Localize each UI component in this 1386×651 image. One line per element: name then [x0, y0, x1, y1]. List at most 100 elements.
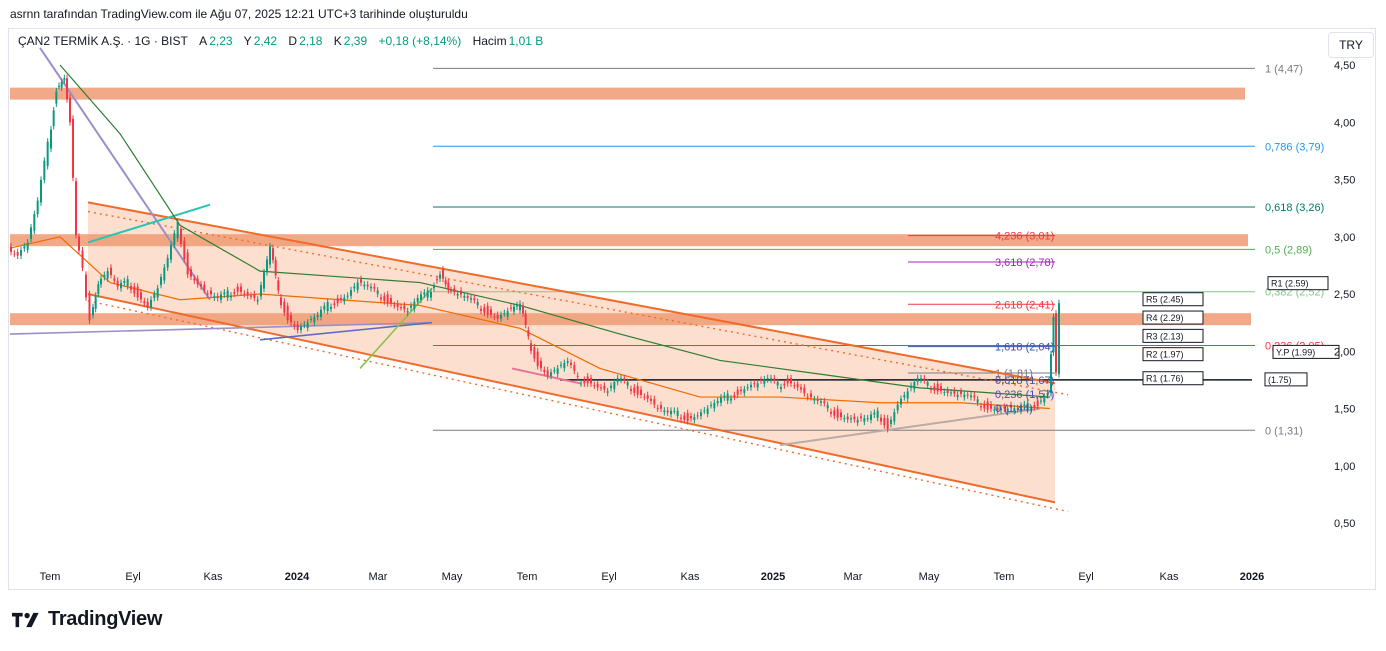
resistance-zone: [10, 87, 1245, 100]
candle-body: [793, 385, 796, 387]
candle-body: [650, 398, 652, 401]
candle-body: [943, 391, 946, 393]
candle-body: [180, 228, 182, 245]
candle-body: [950, 392, 952, 394]
y-axis-tick: 2,50: [1334, 289, 1355, 301]
candle-body: [663, 410, 666, 413]
candle-body: [763, 379, 766, 384]
pivot-label: R5 (2.45): [1146, 295, 1184, 305]
high-label: Y: [243, 34, 252, 48]
close-label: K: [333, 34, 342, 48]
currency-button[interactable]: TRY: [1328, 32, 1374, 58]
trend-line-green: [359, 287, 433, 369]
candle-body: [69, 97, 71, 123]
candle-body: [13, 253, 16, 255]
candle-body: [573, 364, 576, 371]
candle-body: [770, 378, 772, 380]
tradingview-logo[interactable]: TradingView: [12, 608, 162, 631]
y-axis-tick: 4,00: [1334, 117, 1355, 129]
candle-body: [553, 370, 556, 372]
candle-body: [20, 250, 22, 256]
candle-body: [503, 313, 506, 315]
candle-body: [52, 110, 55, 127]
candle-body: [403, 305, 406, 310]
candle-body: [343, 297, 346, 302]
candle-body: [100, 278, 102, 285]
y-axis-tick: 1,00: [1334, 461, 1355, 473]
candle-body: [566, 360, 569, 363]
candle-body: [723, 395, 726, 398]
candle-body: [976, 399, 979, 403]
candle-body: [286, 305, 289, 321]
y-axis-tick: 3,50: [1334, 175, 1355, 187]
candle-body: [953, 390, 956, 394]
candle-body: [33, 214, 36, 231]
candle-body: [913, 381, 916, 390]
candle-body: [456, 294, 459, 296]
candle-body: [280, 297, 282, 306]
candle-body: [290, 315, 292, 323]
pivot-box: [1142, 292, 1204, 307]
candle-body: [1013, 408, 1016, 411]
candle-body: [720, 397, 722, 403]
candle-body: [780, 387, 782, 390]
candle-body: [790, 378, 792, 384]
candle-body: [830, 411, 832, 414]
candle-body: [283, 301, 286, 313]
candle-body: [1033, 405, 1036, 408]
candle-body: [246, 292, 249, 296]
tradingview-logo-icon: [12, 612, 39, 627]
candle-body: [386, 294, 389, 304]
candle-body: [1050, 354, 1052, 394]
pivot-label: R3 (2.13): [1146, 331, 1184, 341]
candle-body: [746, 387, 749, 389]
candle-body: [580, 383, 582, 385]
change-value: +0,18 (+8,14%): [378, 34, 462, 48]
candle-body: [1046, 393, 1049, 396]
candle-body: [1023, 404, 1026, 406]
candle-body: [30, 227, 32, 240]
candle-body: [1003, 406, 1006, 409]
fib-retracement-label: 0,5 (2,89): [1265, 244, 1312, 256]
candle-body: [193, 278, 196, 281]
candle-body: [413, 301, 416, 310]
candle-body: [320, 309, 322, 317]
candle-body: [370, 286, 372, 289]
candle-body: [353, 286, 356, 289]
candle-body: [78, 236, 80, 251]
candle-body: [240, 286, 242, 292]
candle-body: [170, 244, 172, 260]
candle-body: [796, 383, 799, 388]
candle-body: [636, 385, 639, 395]
candle-body: [946, 390, 949, 394]
candle-body: [620, 378, 622, 380]
candle-body: [123, 281, 126, 283]
candle-body: [860, 416, 862, 419]
candle-body: [833, 410, 836, 416]
candle-body: [816, 399, 819, 402]
candle-body: [176, 221, 179, 239]
candle-body: [326, 302, 329, 311]
candle-body: [1020, 405, 1022, 411]
candle-body: [900, 398, 902, 405]
candle-body: [97, 284, 100, 294]
candle-body: [444, 280, 447, 285]
candle-body: [110, 267, 112, 276]
candle-body: [163, 267, 166, 281]
candle-body: [563, 362, 566, 369]
candle-body: [766, 378, 769, 380]
chart-frame[interactable]: [8, 28, 1376, 590]
open-value: 2,23: [209, 34, 233, 48]
x-axis-tick: May: [442, 571, 463, 583]
candle-body: [1043, 396, 1046, 403]
pivot-box: [1267, 276, 1329, 291]
candle-body: [296, 324, 299, 331]
candle-body: [616, 378, 619, 382]
candle-body: [866, 418, 869, 420]
candle-body: [880, 417, 882, 422]
candle-body: [993, 409, 996, 411]
candle-body: [690, 415, 692, 419]
candle-body: [356, 282, 359, 290]
candle-body: [716, 401, 719, 403]
